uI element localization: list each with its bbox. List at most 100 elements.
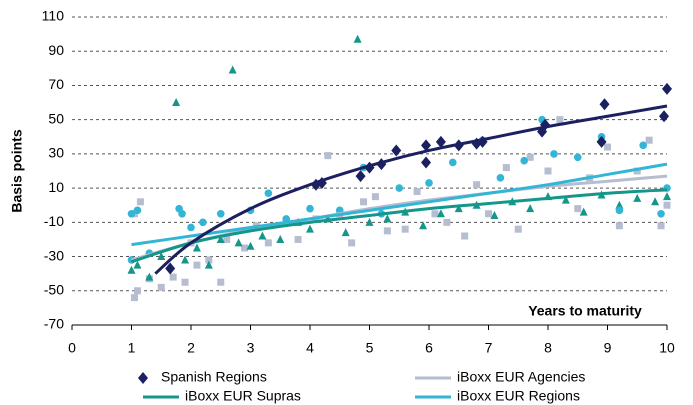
point — [383, 227, 391, 235]
point — [371, 193, 379, 201]
x-tick-label: 4 — [306, 340, 314, 356]
x-tick-label: 3 — [247, 340, 255, 356]
trend-line — [131, 162, 668, 247]
point — [490, 210, 499, 219]
x-tick-label: 7 — [485, 340, 493, 356]
point — [485, 210, 492, 218]
point — [657, 222, 665, 230]
point — [443, 218, 451, 226]
point — [473, 181, 481, 189]
point — [145, 272, 154, 281]
point — [615, 200, 624, 209]
point — [294, 235, 302, 243]
point — [556, 116, 564, 124]
point — [216, 234, 225, 243]
point — [544, 167, 552, 175]
point — [663, 192, 671, 201]
point — [599, 98, 610, 111]
point — [133, 287, 141, 295]
point — [353, 34, 362, 43]
point — [419, 221, 428, 230]
point — [659, 110, 670, 123]
point — [169, 273, 177, 281]
y-tick-label: 70 — [48, 76, 64, 92]
y-axis-label: Basis points — [9, 129, 25, 212]
y-tick-label: -70 — [44, 316, 64, 332]
y-tick-label: 30 — [48, 145, 64, 161]
point — [341, 228, 350, 237]
point — [192, 243, 201, 252]
point — [348, 239, 356, 247]
point — [365, 217, 374, 226]
point — [657, 209, 665, 218]
point — [561, 195, 570, 204]
y-tick-label: 110 — [42, 8, 65, 24]
point — [596, 135, 607, 148]
legend-marker — [138, 372, 148, 384]
point — [662, 82, 672, 95]
point — [425, 179, 433, 187]
point — [360, 198, 368, 206]
point — [651, 197, 660, 206]
y-tick-label: -30 — [44, 247, 64, 263]
point — [306, 224, 314, 233]
point — [604, 143, 611, 151]
point — [391, 144, 402, 157]
point — [276, 234, 285, 243]
x-tick-label: 9 — [604, 340, 612, 356]
legend-label: iBoxx EUR Agencies — [457, 369, 585, 385]
point — [355, 170, 366, 183]
point — [526, 153, 534, 161]
point — [264, 239, 272, 247]
point — [205, 256, 213, 264]
point — [573, 153, 582, 162]
point — [436, 209, 445, 218]
point — [204, 260, 213, 269]
point — [579, 207, 588, 216]
point — [615, 206, 624, 215]
point — [449, 158, 457, 167]
point — [216, 209, 225, 218]
x-tick-label: 5 — [366, 340, 374, 356]
point — [241, 244, 249, 252]
legend-label: Spanish Regions — [161, 369, 267, 385]
point — [199, 218, 207, 227]
y-tick-label: 90 — [48, 42, 64, 58]
point — [306, 204, 314, 213]
y-tick-label: 50 — [48, 110, 64, 126]
x-tick-label: 6 — [425, 340, 433, 356]
trend-line — [154, 104, 668, 275]
point — [435, 135, 446, 148]
point — [401, 225, 409, 233]
point — [639, 141, 647, 150]
point — [520, 156, 528, 165]
point — [574, 205, 582, 213]
point — [133, 260, 142, 269]
y-tick-label: -50 — [44, 281, 64, 297]
x-tick-label: 1 — [128, 340, 136, 356]
x-tick-label: 8 — [544, 340, 552, 356]
point — [130, 294, 138, 302]
point — [181, 278, 189, 286]
point — [193, 261, 201, 269]
point — [496, 174, 505, 182]
y-tick-label: 10 — [48, 179, 64, 195]
point — [431, 210, 439, 218]
x-tick-label: 10 — [659, 340, 675, 356]
point — [645, 136, 653, 144]
point — [127, 265, 136, 274]
point — [526, 204, 535, 213]
point — [454, 204, 463, 213]
point — [228, 65, 237, 74]
point — [217, 278, 225, 286]
point — [550, 150, 558, 158]
point — [324, 152, 332, 160]
point — [514, 225, 522, 233]
point — [187, 223, 195, 232]
point — [633, 167, 641, 175]
point — [258, 231, 267, 240]
legend-label: iBoxx EUR Supras — [185, 388, 301, 404]
point — [133, 206, 142, 215]
